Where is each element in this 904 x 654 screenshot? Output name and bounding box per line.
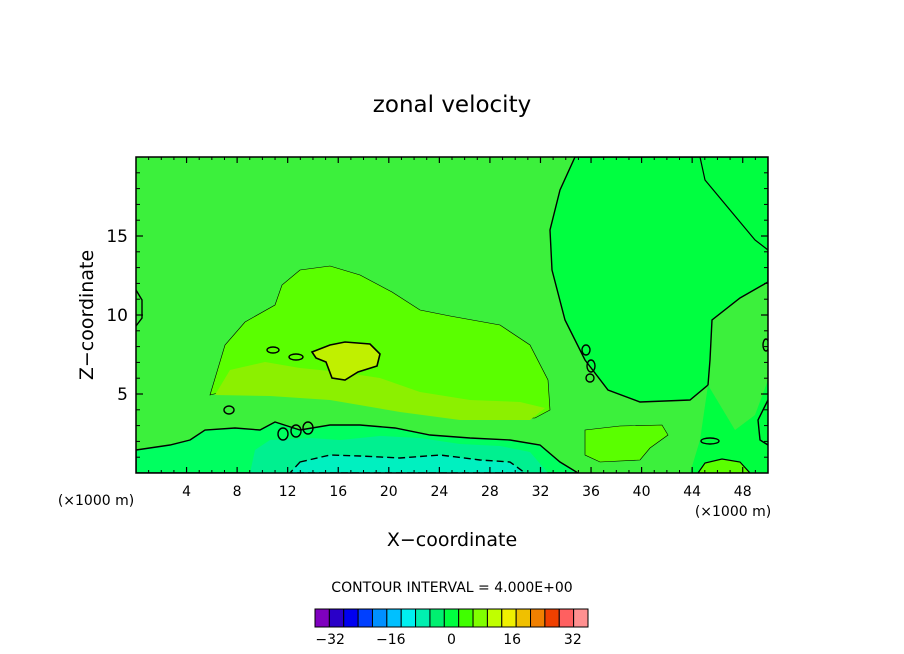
colorbar-swatch: [343, 608, 359, 628]
x-tick-label: 24: [430, 484, 448, 500]
colorbar-swatch: [530, 608, 546, 628]
small-contour-loops: [136, 289, 768, 446]
chart-title: zonal velocity: [373, 92, 531, 118]
colorbar-swatch: [400, 608, 417, 628]
x-tick-label: 20: [380, 484, 398, 500]
colorbar-swatch: [501, 608, 517, 628]
x-tick-label: 40: [633, 484, 651, 500]
colorbar-swatch: [429, 608, 445, 628]
colorbar-swatch: [458, 608, 474, 628]
contour-region-0-4-right-upper: [699, 157, 768, 251]
x-tick-label: 12: [279, 484, 297, 500]
contour-region-12-16: [310, 341, 381, 381]
colorbar-tick-label: 16: [503, 632, 521, 648]
x-tick-label: 44: [683, 484, 701, 500]
contour-region-8-12: [215, 362, 545, 420]
colorbar-swatch: [328, 608, 345, 628]
x-tick-label: 28: [481, 484, 499, 500]
contour-interval-label: CONTOUR INTERVAL = 4.000E+00: [331, 580, 572, 596]
colorbar-swatch: [357, 608, 373, 628]
y-tick-label: 15: [106, 227, 128, 247]
colorbar-swatch: [371, 608, 388, 628]
y-axis-label: Z−coordinate: [76, 250, 98, 380]
contour-region-0-4-right: [549, 157, 768, 403]
colorbar-swatch: [544, 608, 560, 628]
colorbar-swatch: [486, 608, 503, 628]
x-tick-label: 48: [734, 484, 752, 500]
colorbar-swatch: [558, 608, 575, 628]
x-tick-label: 32: [532, 484, 550, 500]
colorbar: [314, 608, 589, 628]
colorbar-swatch: [472, 608, 488, 628]
x-tick-label: 8: [233, 484, 242, 500]
colorbar-swatch: [443, 608, 460, 628]
y-tick-label: 5: [117, 385, 128, 405]
x-tick-label: 16: [329, 484, 347, 500]
contour-region-neg12-neg8: [289, 454, 527, 473]
y-tick-label: 10: [106, 306, 128, 326]
x-tick-label: 36: [582, 484, 600, 500]
colorbar-tick-label: −16: [376, 632, 406, 648]
contour-region-4-8-bottom-right: [697, 458, 751, 473]
colorbar-tick-label: 0: [447, 632, 456, 648]
colorbar-tick-label: 32: [564, 632, 582, 648]
x-axis-label: X−coordinate: [387, 529, 517, 551]
colorbar-swatch: [386, 608, 402, 628]
x-units-left: (×1000 m): [58, 493, 134, 509]
colorbar-swatch: [573, 608, 589, 628]
x-tick-label: 4: [182, 484, 191, 500]
contour-region-0-4-lower-right: [690, 380, 768, 473]
contour-region-4-8-right: [584, 424, 669, 463]
colorbar-tick-label: −32: [315, 632, 345, 648]
colorbar-swatch: [415, 608, 431, 628]
colorbar-tick-labels: −32 −16 0 16 32: [315, 632, 581, 648]
x-units-right: (×1000 m): [695, 504, 771, 520]
contour-fills: [136, 157, 768, 473]
colorbar-swatch: [515, 608, 532, 628]
colorbar-swatch: [314, 608, 330, 628]
